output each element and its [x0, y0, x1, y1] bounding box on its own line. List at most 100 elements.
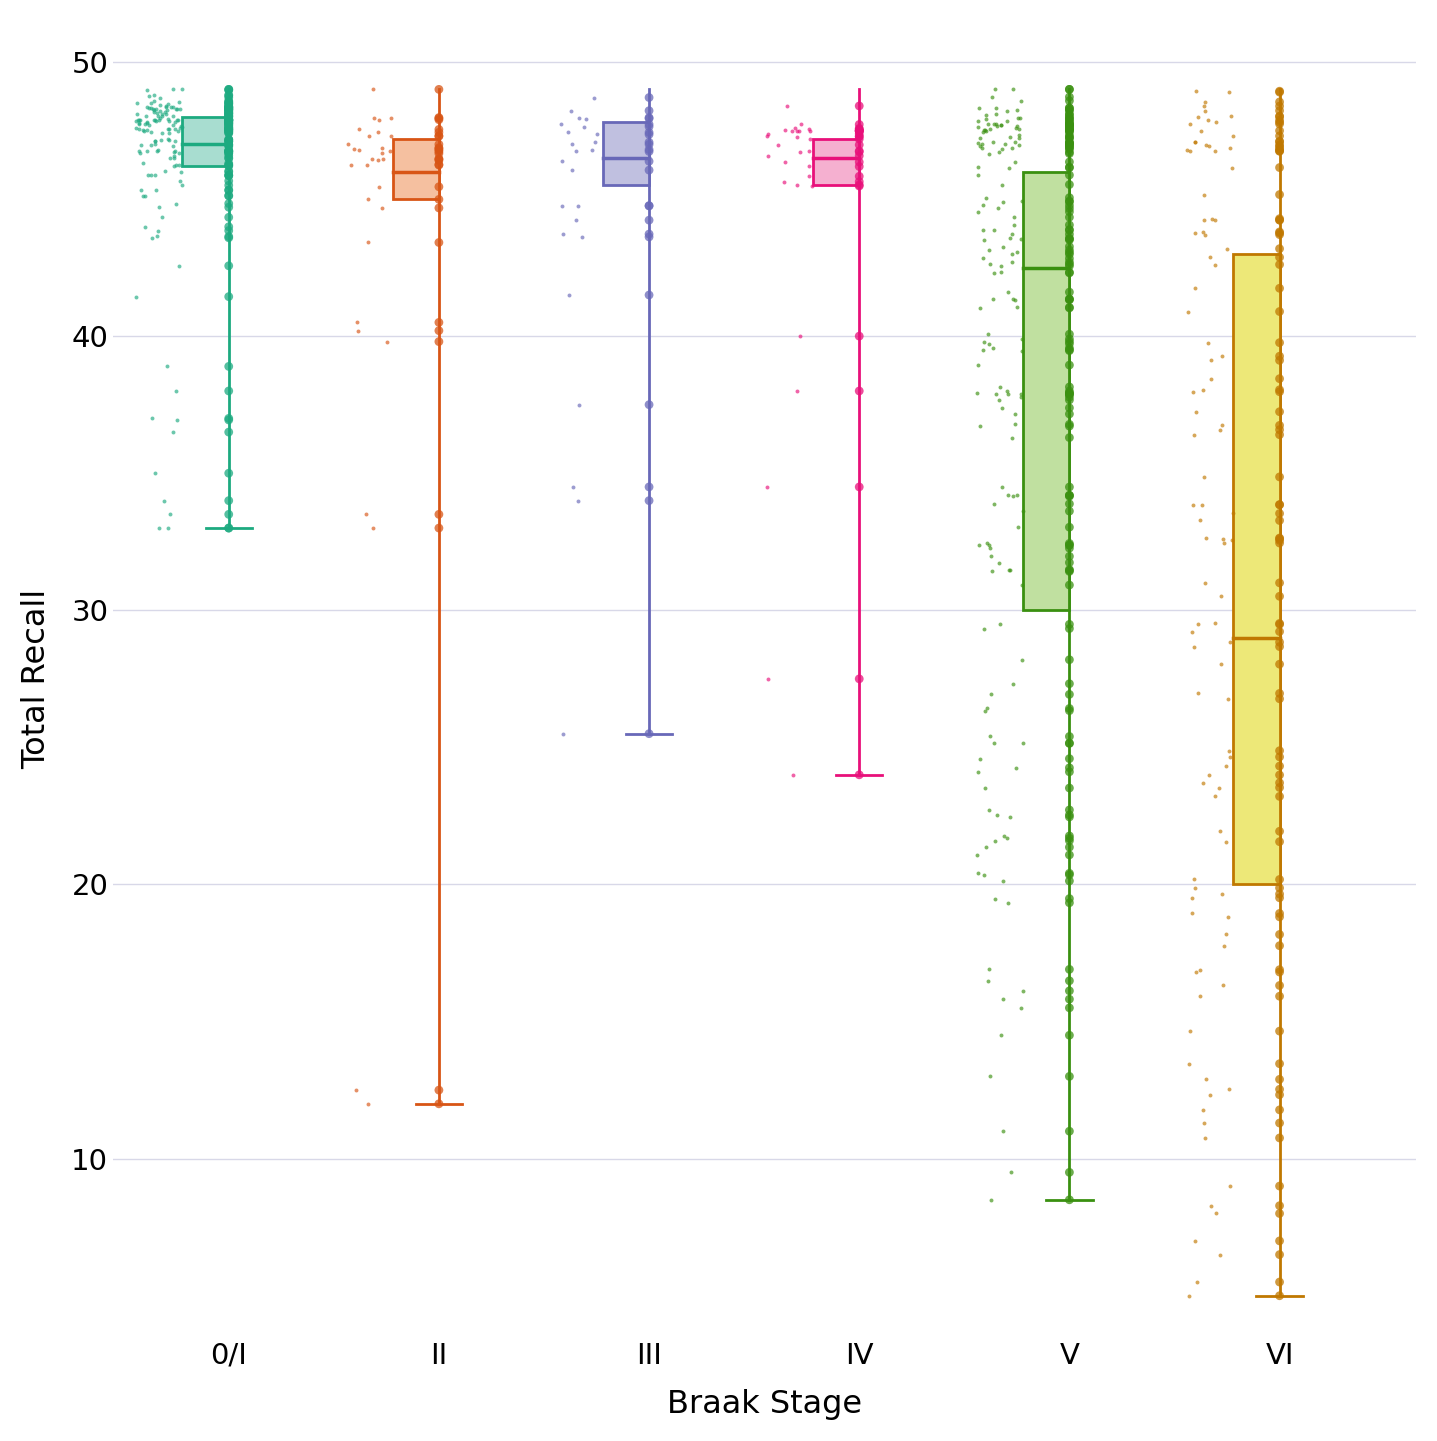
Point [979, 725, 1002, 748]
Point [1219, 745, 1242, 768]
Point [217, 121, 240, 144]
Point [134, 184, 157, 208]
Point [1175, 138, 1198, 161]
Point [217, 140, 240, 163]
Point [142, 101, 165, 124]
Point [638, 195, 661, 218]
Point [1178, 140, 1201, 163]
Point [1267, 367, 1290, 391]
Point [987, 550, 1010, 574]
Point [1058, 337, 1081, 360]
Point [1058, 386, 1081, 409]
Point [217, 406, 240, 429]
Point [217, 285, 240, 308]
Point [967, 156, 990, 179]
Point [161, 114, 184, 137]
Point [1000, 135, 1023, 159]
Point [217, 111, 240, 134]
Point [217, 101, 240, 124]
Point [158, 121, 181, 144]
Point [1267, 300, 1290, 323]
Point [977, 333, 1000, 356]
Point [572, 115, 595, 138]
Point [1058, 200, 1081, 223]
Point [427, 78, 450, 101]
Point [1058, 102, 1081, 125]
Point [217, 140, 240, 163]
Point [1267, 635, 1290, 659]
Point [990, 476, 1013, 499]
Point [171, 115, 194, 138]
Point [638, 222, 661, 245]
Point [217, 110, 240, 133]
Point [217, 134, 240, 157]
Point [1058, 824, 1081, 847]
Point [217, 107, 240, 130]
Point [132, 184, 155, 208]
Point [848, 122, 871, 146]
Point [1002, 484, 1025, 507]
Point [1058, 339, 1081, 362]
Point [1009, 107, 1032, 130]
Point [1058, 987, 1081, 1010]
Point [980, 1189, 1003, 1212]
Point [160, 503, 182, 526]
Point [217, 97, 240, 120]
Point [1058, 118, 1081, 141]
Point [582, 86, 605, 110]
Point [1221, 529, 1244, 552]
Point [1178, 1020, 1201, 1043]
Point [339, 154, 362, 177]
Point [1267, 138, 1290, 161]
Point [1058, 288, 1081, 311]
Point [348, 138, 371, 161]
Point [356, 187, 379, 210]
Point [148, 108, 171, 131]
Point [974, 108, 997, 131]
Point [217, 120, 240, 143]
Point [217, 98, 240, 121]
Point [1267, 905, 1290, 928]
Point [132, 118, 155, 141]
Point [427, 137, 450, 160]
Point [157, 118, 180, 141]
Point [157, 92, 180, 115]
Point [368, 108, 391, 131]
Point [798, 140, 821, 163]
Point [568, 107, 591, 130]
Point [356, 153, 379, 176]
Point [1058, 114, 1081, 137]
Point [1058, 725, 1081, 748]
Point [983, 829, 1006, 852]
Point [848, 120, 871, 143]
Point [983, 219, 1006, 242]
Point [1058, 288, 1081, 311]
Point [1058, 85, 1081, 108]
Point [1267, 1229, 1290, 1252]
Point [966, 382, 989, 405]
Point [427, 133, 450, 156]
Point [1058, 131, 1081, 154]
Point [1267, 527, 1290, 550]
Point [217, 108, 240, 131]
Point [1267, 961, 1290, 984]
Point [1058, 389, 1081, 412]
Point [1058, 115, 1081, 138]
Point [1004, 117, 1027, 140]
Point [1197, 135, 1220, 159]
Point [1267, 1052, 1290, 1075]
Point [1267, 209, 1290, 232]
Point [775, 95, 798, 118]
Point [1267, 380, 1290, 403]
Point [973, 777, 996, 800]
Point [1267, 344, 1290, 367]
Point [1267, 349, 1290, 372]
Point [1267, 414, 1290, 437]
Point [125, 117, 148, 140]
Point [1197, 331, 1220, 354]
Point [997, 558, 1020, 581]
Point [848, 95, 871, 118]
Point [148, 196, 171, 219]
Point [1267, 820, 1290, 843]
Point [992, 1120, 1015, 1143]
